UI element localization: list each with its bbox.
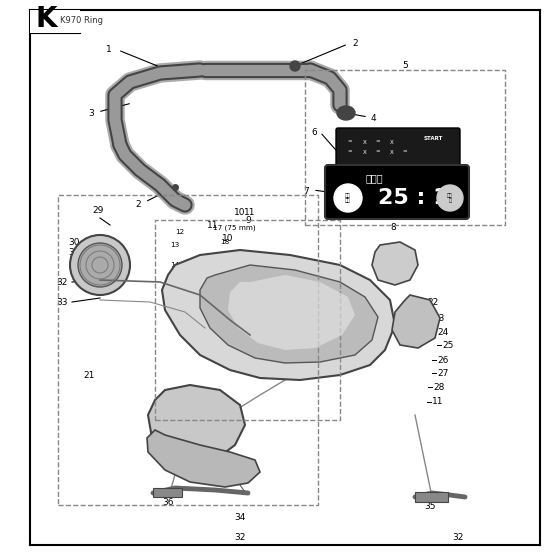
Text: 17 (102 mm): 17 (102 mm) — [222, 256, 269, 263]
Circle shape — [78, 243, 122, 287]
FancyBboxPatch shape — [336, 128, 460, 177]
Circle shape — [290, 61, 300, 71]
Bar — [305, 70, 505, 225]
Text: 12: 12 — [175, 229, 184, 235]
Text: START: START — [423, 136, 443, 141]
Text: =: = — [376, 150, 380, 155]
Text: K: K — [35, 5, 57, 33]
Text: 11: 11 — [244, 208, 255, 217]
Text: サイ
ズ: サイ ズ — [447, 193, 453, 203]
Text: 4: 4 — [371, 114, 377, 123]
Text: 2: 2 — [136, 199, 141, 208]
Text: 燃料は: 燃料は — [366, 173, 384, 183]
Polygon shape — [153, 488, 182, 497]
Text: 10: 10 — [234, 208, 246, 217]
Text: 27: 27 — [437, 368, 449, 377]
Polygon shape — [372, 242, 418, 285]
Ellipse shape — [337, 106, 355, 120]
Text: 13: 13 — [170, 242, 179, 248]
Text: 25: 25 — [442, 340, 454, 349]
Text: 26: 26 — [437, 356, 449, 365]
Polygon shape — [147, 430, 260, 487]
Polygon shape — [228, 275, 355, 350]
Text: 7: 7 — [304, 186, 309, 195]
Text: 17 (75 mm): 17 (75 mm) — [213, 225, 255, 231]
Polygon shape — [148, 385, 245, 463]
Bar — [30, 10, 80, 33]
Text: 29: 29 — [92, 206, 104, 214]
Text: 34: 34 — [234, 514, 246, 522]
Text: 1: 1 — [106, 44, 112, 54]
Text: 32: 32 — [452, 533, 464, 542]
Text: 11: 11 — [207, 221, 218, 230]
Polygon shape — [200, 265, 378, 363]
Text: 20: 20 — [230, 289, 239, 295]
Text: 25 : 1: 25 : 1 — [378, 188, 449, 208]
Polygon shape — [415, 492, 448, 502]
Text: 21: 21 — [83, 371, 95, 380]
Bar — [58, 195, 318, 505]
Text: 33: 33 — [57, 297, 68, 306]
Text: X: X — [363, 150, 367, 155]
Text: =: = — [348, 139, 352, 144]
Text: 14: 14 — [170, 262, 179, 268]
Text: 32: 32 — [234, 533, 246, 542]
Text: =: = — [376, 139, 380, 144]
Text: 11: 11 — [432, 398, 444, 407]
Text: 32: 32 — [57, 278, 68, 287]
Text: 35: 35 — [424, 502, 436, 511]
FancyBboxPatch shape — [325, 165, 469, 219]
Text: 15: 15 — [180, 269, 189, 275]
Text: =: = — [403, 150, 407, 155]
Text: X: X — [390, 139, 394, 144]
Text: 28: 28 — [433, 382, 445, 391]
Text: 24: 24 — [437, 328, 448, 337]
Text: 23: 23 — [433, 314, 445, 323]
Text: ガソ
リン: ガソ リン — [345, 193, 351, 203]
Text: 5: 5 — [402, 60, 408, 69]
Text: =: = — [348, 150, 352, 155]
Text: 3: 3 — [88, 109, 94, 118]
Text: 18: 18 — [220, 239, 229, 245]
Text: 30: 30 — [68, 237, 80, 246]
Circle shape — [70, 235, 130, 295]
Text: K970 Ring: K970 Ring — [60, 16, 103, 25]
Text: 16: 16 — [175, 279, 184, 285]
Text: 22: 22 — [427, 297, 438, 306]
Polygon shape — [162, 250, 395, 380]
Text: X: X — [363, 139, 367, 144]
Text: 6: 6 — [311, 128, 317, 137]
Text: X: X — [390, 150, 394, 155]
Text: 36: 36 — [162, 498, 174, 507]
Text: 19: 19 — [222, 275, 231, 281]
Circle shape — [334, 184, 362, 212]
Text: 10: 10 — [222, 234, 234, 242]
Text: 31: 31 — [68, 248, 80, 256]
Bar — [155, 220, 340, 420]
Circle shape — [437, 185, 463, 211]
Polygon shape — [392, 295, 440, 348]
Text: 8: 8 — [390, 222, 396, 231]
Text: 9: 9 — [245, 216, 251, 225]
Text: 2: 2 — [352, 39, 358, 48]
